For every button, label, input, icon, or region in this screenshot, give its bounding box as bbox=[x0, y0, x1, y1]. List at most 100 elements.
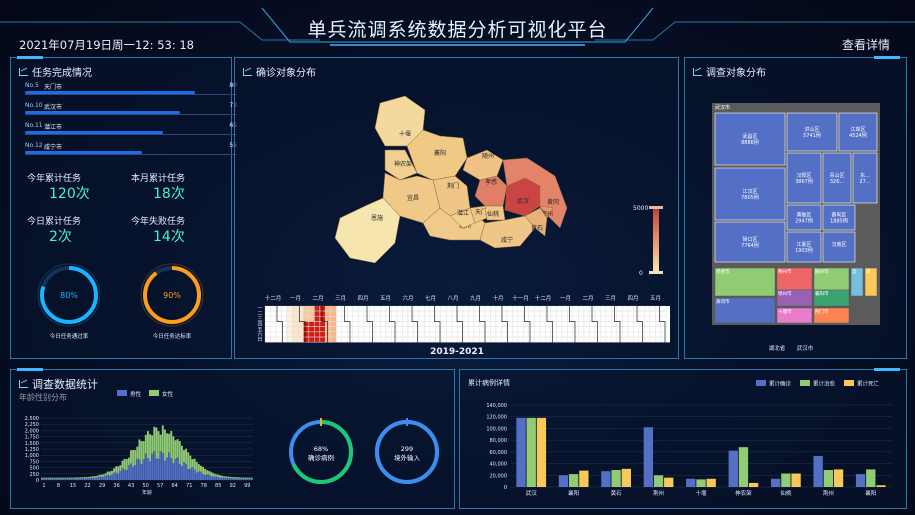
case-bar[interactable] bbox=[621, 468, 631, 487]
calendar-cell bbox=[319, 321, 326, 327]
legend-swatch[interactable] bbox=[800, 380, 810, 386]
age-bar-male bbox=[193, 469, 196, 480]
treemap-node[interactable] bbox=[864, 267, 878, 297]
case-bar[interactable] bbox=[791, 473, 801, 487]
legend-female-swatch[interactable] bbox=[149, 390, 159, 396]
hubei-map: 十堰襄阳随州神农架宜昌荆门孝感武汉黄冈鄂州恩施荆州潜江天门仙桃咸宁黄石 5000… bbox=[257, 95, 670, 357]
case-bar[interactable] bbox=[728, 450, 738, 487]
map-region[interactable] bbox=[334, 197, 401, 264]
calendar-cell bbox=[418, 337, 425, 343]
map-region[interactable] bbox=[524, 207, 548, 237]
case-bar[interactable] bbox=[876, 485, 886, 487]
calendar-cell bbox=[479, 305, 485, 311]
case-bar[interactable] bbox=[813, 455, 823, 487]
case-bar[interactable] bbox=[516, 417, 526, 487]
treemap-node[interactable] bbox=[813, 289, 850, 307]
calendar-cell bbox=[413, 326, 419, 332]
breadcrumb-item[interactable]: 武汉市 bbox=[797, 344, 814, 352]
calendar-cell bbox=[352, 316, 359, 322]
treemap-node[interactable] bbox=[786, 112, 838, 152]
case-bar[interactable] bbox=[579, 470, 589, 487]
age-bar-male bbox=[41, 478, 43, 480]
treemap-node[interactable] bbox=[822, 152, 852, 204]
breadcrumb-item[interactable]: 湖北省 bbox=[769, 344, 786, 352]
legend-swatch[interactable] bbox=[844, 380, 854, 386]
legend-label[interactable]: 累计治愈 bbox=[813, 380, 836, 388]
ring-label: 今日任务通过率 bbox=[49, 334, 89, 340]
calendar-cell bbox=[451, 305, 458, 311]
treemap-node[interactable] bbox=[786, 204, 822, 231]
calendar-cell bbox=[627, 316, 634, 322]
case-bar[interactable] bbox=[696, 479, 706, 487]
case-bar[interactable] bbox=[611, 470, 621, 487]
calendar-cell bbox=[380, 321, 386, 327]
calendar-cell bbox=[352, 305, 359, 311]
case-bar[interactable] bbox=[833, 469, 844, 487]
case-bar[interactable] bbox=[536, 417, 547, 487]
case-bar[interactable] bbox=[643, 427, 654, 487]
calendar-cell bbox=[627, 337, 634, 343]
treemap-node[interactable] bbox=[822, 204, 856, 231]
calendar-cell bbox=[303, 337, 309, 343]
legend-swatch[interactable] bbox=[756, 380, 766, 386]
treemap-node[interactable] bbox=[813, 307, 850, 324]
treemap-node[interactable] bbox=[786, 152, 822, 204]
treemap-node-name: 东... bbox=[860, 172, 870, 179]
treemap-node[interactable] bbox=[714, 167, 786, 221]
task-name: 咸宁市 bbox=[44, 144, 63, 151]
calendar-cell bbox=[440, 326, 447, 332]
map-region[interactable] bbox=[539, 205, 554, 219]
calendar-cell bbox=[660, 321, 667, 327]
case-bar[interactable] bbox=[748, 482, 759, 487]
legend-label[interactable]: 累计死亡 bbox=[857, 380, 880, 388]
map-region[interactable] bbox=[384, 149, 418, 181]
treemap-node[interactable] bbox=[714, 297, 776, 324]
calendar-cell bbox=[578, 321, 584, 327]
case-bar[interactable] bbox=[706, 478, 716, 487]
treemap-node[interactable] bbox=[776, 289, 813, 307]
treemap-node[interactable] bbox=[822, 231, 856, 263]
treemap-node[interactable] bbox=[714, 112, 786, 166]
case-bar[interactable] bbox=[781, 473, 791, 487]
case-bar[interactable] bbox=[601, 471, 611, 487]
visual-map-bar[interactable] bbox=[653, 208, 659, 272]
visual-map-handle-bottom[interactable] bbox=[649, 271, 663, 274]
legend-male-swatch[interactable] bbox=[117, 390, 127, 396]
case-bar[interactable] bbox=[771, 478, 781, 487]
treemap-node-name: 武昌区 bbox=[742, 133, 757, 140]
view-details-button[interactable]: 查看详情 bbox=[841, 38, 890, 52]
treemap-node[interactable] bbox=[714, 221, 786, 263]
case-bar[interactable] bbox=[823, 470, 834, 487]
case-bar[interactable] bbox=[664, 477, 674, 487]
x-axis-label: 年龄 bbox=[142, 489, 152, 496]
treemap-node[interactable] bbox=[776, 307, 813, 324]
case-bar[interactable] bbox=[738, 447, 749, 487]
treemap-node[interactable] bbox=[838, 112, 878, 152]
visual-map-handle-top[interactable] bbox=[649, 206, 663, 209]
y-tick-label: 750 bbox=[29, 459, 39, 465]
case-bar[interactable] bbox=[558, 475, 569, 487]
calendar-cell bbox=[506, 321, 513, 327]
calendar-cell bbox=[583, 326, 590, 332]
case-bar[interactable] bbox=[653, 475, 664, 487]
case-bar[interactable] bbox=[866, 469, 876, 487]
age-bar-male bbox=[157, 458, 160, 480]
treemap-node[interactable] bbox=[714, 267, 776, 297]
treemap-node[interactable] bbox=[850, 267, 864, 297]
calendar-cell bbox=[325, 316, 331, 322]
legend-label[interactable]: 累计确诊 bbox=[769, 380, 792, 388]
calendar-cell bbox=[369, 321, 375, 327]
legend-male[interactable]: 男性 bbox=[130, 390, 142, 398]
calendar-month-divider bbox=[434, 306, 441, 343]
map-region[interactable] bbox=[479, 215, 536, 249]
case-bar[interactable] bbox=[568, 474, 579, 487]
case-bar[interactable] bbox=[686, 478, 696, 487]
case-bar[interactable] bbox=[855, 474, 866, 487]
treemap-node[interactable] bbox=[852, 152, 878, 204]
treemap-node[interactable] bbox=[786, 231, 822, 263]
calendar-cell bbox=[611, 326, 617, 332]
calendar-cell bbox=[528, 321, 535, 327]
case-bar[interactable] bbox=[526, 417, 536, 487]
x-tick-label: 78 bbox=[201, 483, 207, 489]
survey-panel: 调查数据统计 年龄性别分布 男性 女性 2,500 2,250 2,000 1,750 1,5… bbox=[10, 368, 455, 509]
